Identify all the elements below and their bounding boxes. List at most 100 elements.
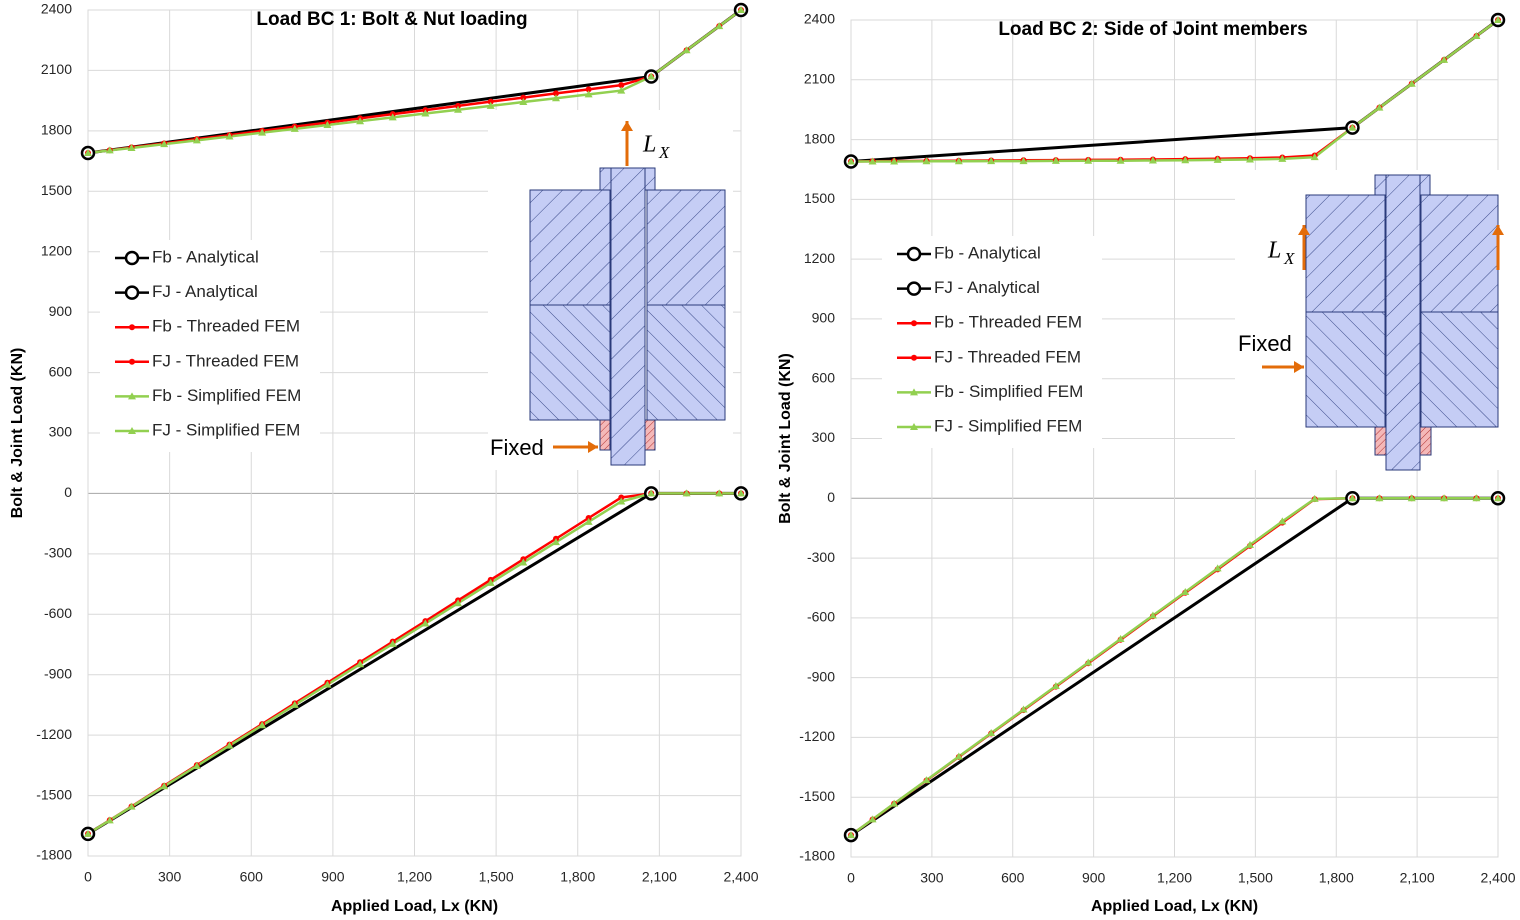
marker [647, 72, 656, 80]
marker [551, 538, 560, 546]
marker [1494, 494, 1502, 502]
marker [160, 140, 169, 148]
fixed-label: Fixed [490, 435, 544, 460]
x-tick-label: 900 [1082, 870, 1106, 886]
marker [1019, 157, 1028, 165]
marker [356, 117, 365, 125]
legend-marker [128, 427, 136, 434]
x-tick-label: 600 [1001, 870, 1025, 886]
x-tick-label: 300 [920, 870, 944, 886]
legend-marker [129, 358, 135, 365]
x-tick-label: 900 [321, 869, 345, 885]
x-tick-label: 2,400 [723, 869, 758, 885]
marker [1181, 587, 1190, 595]
load-label-subscript: X [1283, 249, 1295, 268]
y-tick-label: -1500 [36, 786, 72, 802]
x-tick-label: 600 [240, 869, 264, 885]
y-tick-label: -1200 [36, 726, 72, 742]
marker [258, 721, 267, 729]
arrow-head [1492, 225, 1504, 235]
legend-label: Fb - Threaded FEM [152, 317, 300, 336]
marker [1472, 31, 1481, 39]
legend-marker [128, 392, 136, 400]
marker [84, 829, 92, 837]
marker [105, 816, 114, 824]
y-tick-label: 0 [827, 489, 835, 505]
marker [1375, 494, 1384, 502]
marker [323, 121, 332, 129]
marker [225, 132, 234, 140]
diagram-part [1418, 426, 1432, 456]
diagram-part [1305, 311, 1386, 428]
legend-label: Fb - Analytical [934, 243, 1041, 262]
diagram-part [529, 304, 611, 421]
marker [258, 128, 267, 136]
y-tick-label: 1500 [804, 190, 835, 206]
marker [647, 489, 656, 497]
marker [454, 105, 463, 113]
marker [421, 619, 430, 627]
marker [1310, 153, 1319, 161]
y-tick-label: -1800 [36, 847, 72, 863]
legend-marker [129, 324, 135, 331]
marker [1148, 611, 1157, 619]
y-tick-label: 900 [49, 303, 73, 319]
marker [487, 98, 494, 105]
marker [737, 489, 745, 497]
marker [890, 799, 899, 807]
y-tick-label: 900 [812, 310, 836, 326]
marker [323, 680, 332, 688]
legend-box [100, 240, 320, 452]
x-tick-label: 1,200 [1157, 870, 1192, 886]
marker [225, 741, 234, 749]
marker [486, 578, 495, 586]
marker [715, 22, 724, 30]
marker [1116, 156, 1125, 164]
y-tick-label: 300 [49, 424, 73, 440]
marker [1407, 494, 1416, 502]
load-label: L [642, 132, 656, 158]
x-axis-label: Applied Load, Lx (KN) [1091, 898, 1258, 915]
marker [617, 86, 626, 94]
y-tick-label: -1200 [799, 728, 835, 744]
marker [1213, 155, 1222, 163]
y-tick-label: -1500 [799, 788, 835, 804]
marker [1019, 705, 1028, 713]
chart-title: Load BC 2: Side of Joint members [998, 19, 1307, 40]
marker [618, 82, 625, 89]
marker [1084, 156, 1093, 164]
diagram-part [644, 419, 656, 451]
marker [1084, 658, 1093, 666]
marker [519, 98, 528, 106]
marker [868, 157, 877, 165]
marker [1375, 103, 1384, 111]
marker [682, 489, 691, 497]
y-tick-label: 2100 [804, 70, 835, 86]
load-label: L [1267, 238, 1281, 264]
diagram-part [646, 189, 726, 306]
legend-label: FJ - Threaded FEM [934, 347, 1081, 366]
diagram-part [610, 167, 646, 466]
marker [127, 143, 136, 151]
marker [1051, 156, 1060, 164]
marker [682, 46, 691, 54]
y-tick-label: -900 [807, 668, 835, 684]
arrow-head [621, 121, 633, 131]
marker [1245, 540, 1254, 548]
diagram-part [599, 419, 611, 451]
marker [715, 489, 724, 497]
marker [1278, 517, 1287, 525]
marker [1494, 16, 1502, 23]
y-tick-label: 1800 [804, 130, 835, 146]
marker [1348, 123, 1357, 131]
marker [618, 494, 625, 501]
legend-label: Fb - Simplified FEM [152, 386, 301, 405]
y-tick-label: 1200 [804, 250, 835, 266]
y-tick-label: -600 [44, 605, 72, 621]
marker [585, 86, 592, 93]
marker [954, 752, 963, 760]
legend-marker [124, 250, 140, 266]
marker [84, 149, 92, 157]
marker [737, 6, 745, 13]
